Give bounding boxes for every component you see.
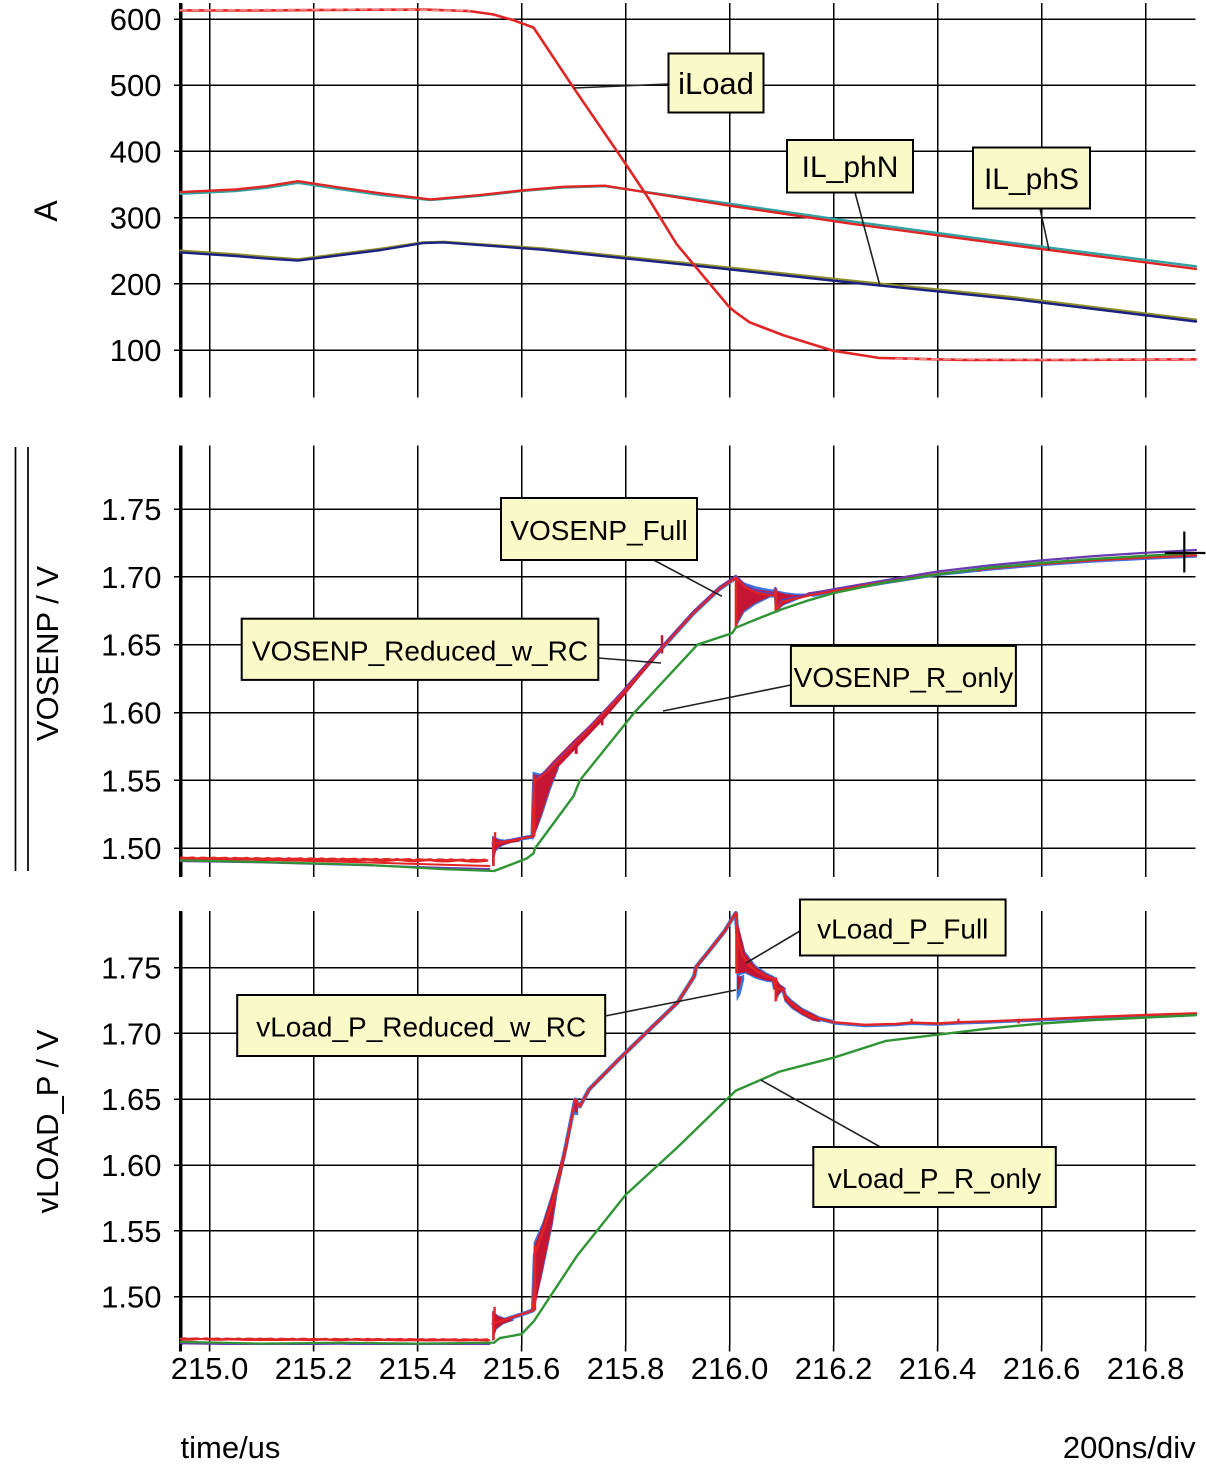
svg-text:216.2: 216.2 [795,1351,873,1386]
svg-text:216.0: 216.0 [691,1351,769,1386]
svg-text:500: 500 [110,68,162,103]
svg-text:300: 300 [110,201,162,236]
svg-text:A: A [28,200,64,222]
svg-text:VOSENP_Full: VOSENP_Full [510,515,687,546]
svg-text:215.6: 215.6 [483,1351,561,1386]
svg-text:1.50: 1.50 [101,1280,161,1315]
svg-text:216.8: 216.8 [1107,1351,1185,1386]
svg-text:1.70: 1.70 [101,560,161,595]
svg-text:400: 400 [110,134,162,169]
svg-text:VOSENP / V: VOSENP / V [30,566,65,741]
svg-text:1.65: 1.65 [101,1082,161,1117]
svg-text:215.0: 215.0 [171,1351,249,1386]
svg-text:1.75: 1.75 [101,951,161,986]
svg-text:VOSENP_R_only: VOSENP_R_only [794,662,1013,693]
svg-text:1.65: 1.65 [101,628,161,663]
svg-text:600: 600 [110,2,162,37]
svg-text:1.70: 1.70 [101,1016,161,1051]
svg-text:iLoad: iLoad [678,66,754,101]
svg-text:vLoad_P_Reduced_w_RC: vLoad_P_Reduced_w_RC [256,1012,586,1043]
svg-text:1.60: 1.60 [101,696,161,731]
svg-text:vLoad_P_Full: vLoad_P_Full [817,914,988,945]
svg-text:1.75: 1.75 [101,492,161,527]
svg-text:VOSENP_Reduced_w_RC: VOSENP_Reduced_w_RC [252,635,588,666]
svg-text:vLoad_P_R_only: vLoad_P_R_only [828,1163,1041,1194]
svg-text:1.55: 1.55 [101,1214,161,1249]
svg-text:1.55: 1.55 [101,763,161,798]
svg-text:IL_phN: IL_phN [802,151,899,184]
svg-text:1.60: 1.60 [101,1148,161,1183]
svg-text:215.8: 215.8 [587,1351,665,1386]
svg-text:215.4: 215.4 [379,1351,457,1386]
svg-text:216.6: 216.6 [1003,1351,1081,1386]
svg-text:100: 100 [110,333,162,368]
svg-text:IL_phS: IL_phS [984,163,1079,196]
svg-text:200ns/div: 200ns/div [1063,1430,1196,1465]
svg-text:vLOAD_P / V: vLOAD_P / V [30,1029,65,1213]
svg-text:time/us: time/us [181,1430,281,1465]
svg-text:215.2: 215.2 [275,1351,353,1386]
svg-text:216.4: 216.4 [899,1351,977,1386]
svg-text:200: 200 [110,267,162,302]
svg-text:1.50: 1.50 [101,831,161,866]
